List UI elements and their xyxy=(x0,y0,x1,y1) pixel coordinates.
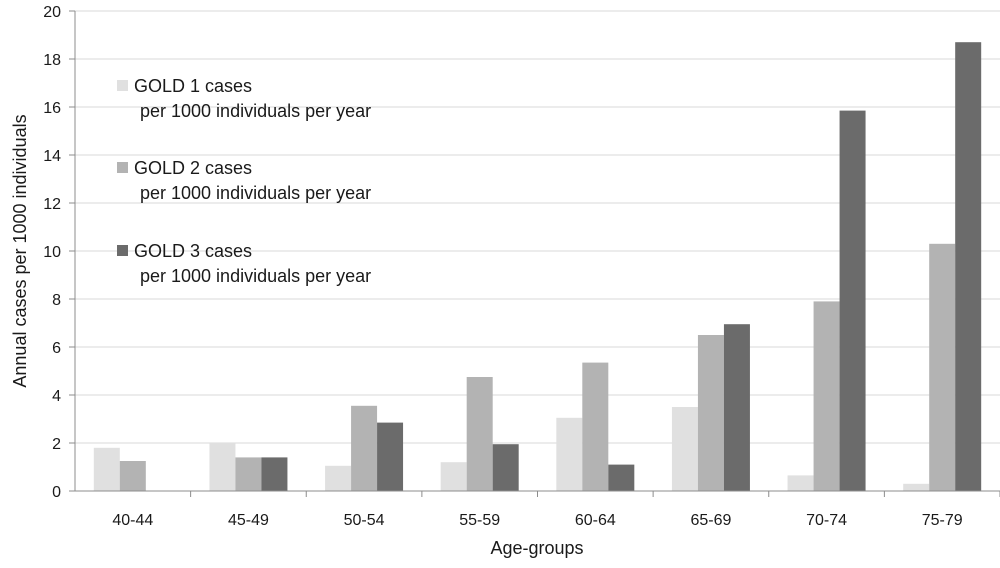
bar-series-2-55-59 xyxy=(466,377,493,491)
bar-series-2-45-49 xyxy=(235,457,262,491)
y-tick-label: 8 xyxy=(52,292,61,309)
bar-series-1-65-69 xyxy=(671,407,698,491)
x-tick-label: 45-49 xyxy=(228,512,269,529)
bar-series-2-65-69 xyxy=(697,335,724,491)
bar-series-3-45-49 xyxy=(261,457,288,491)
y-tick-label: 0 xyxy=(52,484,61,501)
x-tick-label: 70-74 xyxy=(806,512,847,529)
legend-label-line1: GOLD 3 cases xyxy=(134,241,252,261)
bar-series-3-70-74 xyxy=(839,110,866,491)
y-tick-labels: 0 2 4 6 8 10 12 14 16 18 20 xyxy=(43,4,75,501)
y-tick-label: 12 xyxy=(43,196,61,213)
bars xyxy=(93,42,982,491)
y-tick-label: 2 xyxy=(52,436,61,453)
y-tick-label: 18 xyxy=(43,52,61,69)
legend-label-line1: GOLD 1 cases xyxy=(134,76,252,96)
legend-label-line2: per 1000 individuals per year xyxy=(140,101,371,121)
legend: GOLD 1 cases per 1000 individuals per yea… xyxy=(117,76,371,286)
bar-series-1-50-54 xyxy=(325,465,352,491)
x-tick-labels: 40-44 45-49 50-54 55-59 60-64 65-69 70-74 75-79 xyxy=(112,491,1000,529)
legend-swatch xyxy=(117,80,128,91)
bar-series-1-45-49 xyxy=(209,443,236,491)
y-tick-label: 16 xyxy=(43,100,61,117)
x-tick-label: 55-59 xyxy=(459,512,500,529)
y-tick-label: 6 xyxy=(52,340,61,357)
bar-series-2-40-44 xyxy=(119,461,146,491)
bar-series-3-75-79 xyxy=(955,42,982,491)
legend-label-line2: per 1000 individuals per year xyxy=(140,266,371,286)
bar-series-2-70-74 xyxy=(813,301,840,491)
x-tick-label: 75-79 xyxy=(922,512,963,529)
bar-series-1-75-79 xyxy=(903,483,930,491)
x-axis-title: Age-groups xyxy=(490,538,583,558)
x-tick-label: 50-54 xyxy=(344,512,385,529)
y-tick-label: 10 xyxy=(43,244,61,261)
bar-series-2-60-64 xyxy=(582,362,609,491)
gridlines xyxy=(75,10,1000,444)
bar-series-2-75-79 xyxy=(929,243,956,491)
bar-series-1-60-64 xyxy=(556,417,583,491)
x-tick-label: 60-64 xyxy=(575,512,616,529)
legend-swatch xyxy=(117,162,128,173)
bar-series-3-65-69 xyxy=(723,324,750,491)
bar-series-3-55-59 xyxy=(492,444,519,491)
x-tick-label: 65-69 xyxy=(690,512,731,529)
y-tick-label: 14 xyxy=(43,148,61,165)
x-tick-label: 40-44 xyxy=(112,512,153,529)
bar-series-3-60-64 xyxy=(608,464,635,491)
bar-series-1-55-59 xyxy=(440,462,467,491)
legend-swatch xyxy=(117,245,128,256)
y-tick-label: 20 xyxy=(43,4,61,21)
y-tick-label: 4 xyxy=(52,388,61,405)
bar-series-1-70-74 xyxy=(787,475,814,491)
bar-series-2-50-54 xyxy=(351,405,378,491)
bar-series-1-40-44 xyxy=(93,447,120,491)
legend-label-line2: per 1000 individuals per year xyxy=(140,183,371,203)
legend-label-line1: GOLD 2 cases xyxy=(134,158,252,178)
y-axis-title: Annual cases per 1000 individuals xyxy=(10,114,30,387)
bar-series-3-50-54 xyxy=(377,422,404,491)
